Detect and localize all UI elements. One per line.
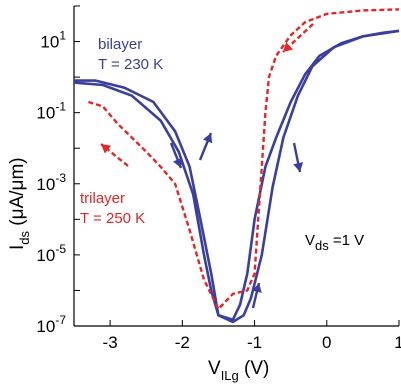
annotations: bilayer T = 230 K trilayer T = 250 K Vds… xyxy=(80,36,364,253)
y-tick-base: 10 xyxy=(36,246,55,265)
y-tick-exp: 1 xyxy=(59,29,66,43)
vds-annotation: Vds =1 V xyxy=(305,232,364,253)
y-label-rest: (μA/μm) xyxy=(7,157,28,231)
x-tick-label: -1 xyxy=(247,333,262,352)
y-tick-label: 10-7 xyxy=(36,313,66,336)
arrow-head xyxy=(173,157,183,168)
series-line-0 xyxy=(74,29,400,321)
direction-arrows xyxy=(100,23,314,309)
arrow-head xyxy=(283,42,293,52)
x-tick-label: 1 xyxy=(394,333,401,352)
y-label-sub: ds xyxy=(17,230,32,244)
x-axis-label: VILg (V) xyxy=(208,358,269,383)
y-tick-label: 10-3 xyxy=(36,171,66,194)
arrow-head xyxy=(202,133,213,144)
y-tick-base: 10 xyxy=(36,317,55,336)
y-tick-base: 10 xyxy=(40,33,59,52)
y-label-main: I xyxy=(7,245,28,250)
y-tick-exp: -5 xyxy=(55,242,66,256)
y-tick-exp: -3 xyxy=(55,171,66,185)
y-tick-base: 10 xyxy=(36,175,55,194)
sweep-arrow xyxy=(100,143,129,167)
x-label-main: V xyxy=(208,358,221,379)
trilayer-temperature: T = 250 K xyxy=(80,210,145,227)
arrow-head xyxy=(293,162,304,172)
bilayer-label: bilayer xyxy=(98,36,142,53)
y-tick-label: 10-5 xyxy=(36,242,66,265)
bilayer-temperature: T = 230 K xyxy=(98,56,163,73)
x-tick-label: -2 xyxy=(175,333,190,352)
arrow-head xyxy=(252,283,262,293)
vds-rest: =1 V xyxy=(329,232,364,249)
series-line-1 xyxy=(73,29,400,324)
series-line-2 xyxy=(88,8,400,311)
y-tick-label: 10-1 xyxy=(36,100,66,123)
trilayer-label: trilayer xyxy=(80,190,125,207)
arrow-head xyxy=(101,144,112,154)
x-label-sub: ILg xyxy=(221,368,239,383)
y-tick-exp: -7 xyxy=(55,313,66,327)
y-tick-base: 10 xyxy=(36,104,55,123)
y-axis-label: Ids (μA/μm) xyxy=(7,157,32,250)
x-label-rest: (V) xyxy=(239,358,270,379)
vds-sub: ds xyxy=(315,238,329,253)
x-tick-label: -3 xyxy=(103,333,118,352)
x-tick-label: 0 xyxy=(322,333,331,352)
y-tick-label: 101 xyxy=(40,29,66,52)
x-ticks: -3 -2 -1 0 1 xyxy=(103,320,401,352)
y-tick-exp: -1 xyxy=(55,100,66,114)
vds-v: V xyxy=(305,232,315,249)
series-layer xyxy=(73,8,400,324)
